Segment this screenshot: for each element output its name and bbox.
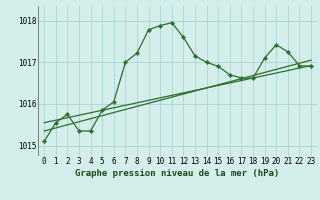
X-axis label: Graphe pression niveau de la mer (hPa): Graphe pression niveau de la mer (hPa) bbox=[76, 169, 280, 178]
